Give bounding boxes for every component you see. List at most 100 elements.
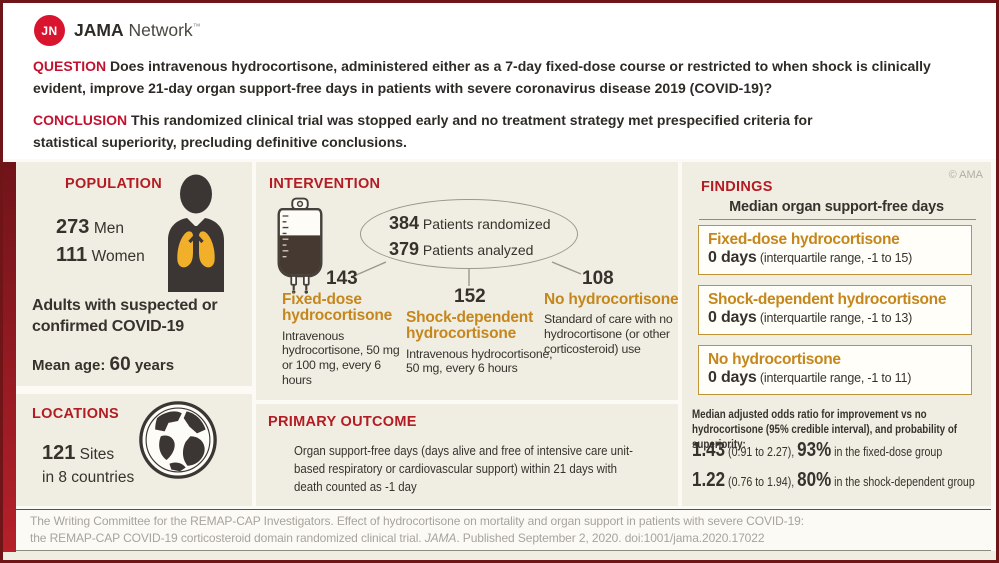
locations-counts: 121 Sites in 8 countries — [42, 442, 134, 489]
primary-outcome-heading: PRIMARY OUTCOME — [268, 414, 417, 430]
jn-logo-letters: JN — [41, 23, 58, 38]
randomization-ellipse: 384 Patients randomized 379 Patients ana… — [360, 199, 578, 269]
stat-probability: 93% — [797, 439, 832, 461]
question-text: Does intravenous hydrocortisone, adminis… — [33, 58, 931, 97]
sites-count-row: 121 Sites — [42, 442, 134, 466]
group-no-hydrocortisone-desc: Standard of care with no hydrocortisone … — [544, 312, 673, 356]
finding-box-range: (interquartile range, -1 to 15) — [756, 251, 913, 265]
group-fixed-dose-desc: Intravenous hydrocortisone, 50 mg or 100… — [282, 328, 400, 387]
findings-subtitle-rule — [699, 219, 976, 220]
countries-row: in 8 countries — [42, 469, 135, 486]
person-lungs-icon — [158, 174, 234, 292]
conclusion-paragraph: CONCLUSION This randomized clinical tria… — [33, 109, 833, 153]
citation-line1: The Writing Committee for the REMAP-CAP … — [30, 514, 804, 528]
finding-box-result: 0 days (interquartile range, -1 to 11) — [708, 369, 962, 387]
logo-trademark: ™ — [192, 22, 201, 32]
stat-credible-interval: (0.91 to 2.27), — [725, 445, 798, 459]
mean-age-unit: years — [130, 357, 175, 374]
iv-bag-icon — [270, 196, 330, 296]
primary-outcome-panel: PRIMARY OUTCOME Organ support-free days … — [256, 404, 678, 506]
finding-box-range: (interquartile range, -1 to 13) — [756, 311, 913, 325]
findings-panel: © AMA FINDINGS Median organ support-free… — [682, 162, 991, 506]
citation-line2: the REMAP-CAP COVID-19 corticosteroid do… — [30, 531, 765, 545]
men-count-label: Men — [93, 220, 124, 237]
group-fixed-dose-n: 143 — [326, 268, 358, 289]
intervention-panel: INTERVENTION 384 Patients random — [256, 162, 680, 400]
group-shock-dependent-n: 152 — [454, 286, 486, 307]
group-no-hydrocortisone: 108 No hydrocortisone Standard of care w… — [544, 268, 680, 357]
population-panel: POPULATION 273 Men 111 Women Adults with… — [8, 162, 252, 386]
finding-box-title: No hydrocortisone — [708, 351, 841, 368]
mean-age-value: 60 — [109, 354, 131, 375]
women-count-row: 111 Women — [56, 242, 145, 270]
group-shock-dependent: 152 Shock-dependent hydrocortisone Intra… — [406, 286, 564, 376]
group-fixed-dose-name: Fixed-dose hydrocortisone — [282, 291, 393, 325]
finding-box-fixed-dose: Fixed-dose hydrocortisone 0 days (interq… — [698, 225, 972, 275]
citation-journal: JAMA — [424, 531, 457, 545]
primary-outcome-text: Organ support-free days (days alive and … — [294, 443, 633, 494]
odds-ratio-note: Median adjusted odds ratio for improveme… — [692, 409, 958, 452]
population-heading: POPULATION — [65, 176, 162, 192]
jama-network-logo: JN JAMA Network™ — [34, 15, 201, 46]
finding-box-no-hydrocortisone: No hydrocortisone 0 days (interquartile … — [698, 345, 972, 395]
group-no-hydrocortisone-name: No hydrocortisone — [544, 291, 679, 308]
finding-box-title: Fixed-dose hydrocortisone — [708, 231, 900, 248]
finding-box-result: 0 days (interquartile range, -1 to 13) — [708, 309, 962, 327]
globe-icon — [138, 400, 218, 480]
women-count-value: 111 — [56, 244, 88, 266]
sites-count-value: 121 — [42, 442, 76, 464]
stat-group-label: in the fixed-dose group — [831, 445, 943, 459]
intervention-heading: INTERVENTION — [269, 176, 381, 192]
question-label: QUESTION — [33, 58, 107, 74]
population-counts: 273 Men 111 Women — [56, 214, 145, 270]
randomized-row: 384 Patients randomized — [389, 211, 577, 237]
women-count-label: Women — [91, 248, 145, 265]
branch-connector-lines — [353, 261, 582, 286]
mean-age-label: Mean age: — [32, 357, 110, 374]
finding-box-result: 0 days (interquartile range, -1 to 15) — [708, 249, 962, 267]
logo-wordmark: JAMA Network™ — [74, 20, 201, 41]
findings-boxes: Fixed-dose hydrocortisone 0 days (interq… — [698, 225, 972, 405]
conclusion-label: CONCLUSION — [33, 112, 128, 128]
ama-copyright: © AMA — [948, 169, 983, 181]
logo-jama-text: JAMA — [74, 20, 124, 40]
locations-heading: LOCATIONS — [32, 406, 120, 422]
group-shock-dependent-name: Shock-dependent hydrocortisone — [406, 309, 534, 343]
analyzed-label: Patients analyzed — [419, 242, 534, 258]
left-accent-bar — [3, 162, 16, 552]
men-count-row: 273 Men — [56, 214, 145, 242]
men-count-value: 273 — [56, 216, 90, 238]
stat-group-label: in the shock-dependent group — [831, 475, 975, 489]
findings-heading: FINDINGS — [701, 179, 773, 195]
header-section: JN JAMA Network™ QUESTION Does intraveno… — [3, 3, 996, 159]
randomized-label: Patients randomized — [419, 216, 551, 232]
citation-line2-post: . Published September 2, 2020. doi:1001/… — [456, 531, 765, 545]
randomized-value: 384 — [389, 213, 420, 233]
finding-box-value: 0 days — [708, 309, 757, 326]
analyzed-value: 379 — [389, 239, 420, 259]
footer-top-rule — [8, 509, 991, 510]
jn-logo-icon: JN — [34, 15, 65, 46]
stat-credible-interval: (0.76 to 1.94), — [725, 475, 798, 489]
question-paragraph: QUESTION Does intravenous hydrocortisone… — [33, 55, 978, 99]
logo-network-text: Network — [128, 20, 193, 40]
finding-box-range: (interquartile range, -1 to 11) — [756, 371, 912, 385]
bottom-beige-strip — [3, 551, 996, 560]
stat-shock-dependent: 1.22 (0.76 to 1.94), 80% in the shock-de… — [692, 469, 975, 492]
mean-age-row: Mean age: 60 years — [32, 354, 174, 376]
population-description: Adults with suspected or confirmed COVID… — [32, 297, 218, 335]
stat-probability: 80% — [797, 469, 832, 491]
finding-box-shock-dependent: Shock-dependent hydrocortisone 0 days (i… — [698, 285, 972, 335]
sites-count-label: Sites — [75, 446, 115, 463]
group-shock-dependent-desc: Intravenous hydrocortisone, 50 mg, every… — [406, 346, 553, 376]
citation-line2-pre: the REMAP-CAP COVID-19 corticosteroid do… — [30, 531, 425, 545]
stat-odds-ratio: 1.43 — [692, 439, 726, 461]
finding-box-value: 0 days — [708, 369, 757, 386]
analyzed-row: 379 Patients analyzed — [389, 237, 577, 263]
finding-box-value: 0 days — [708, 249, 757, 266]
group-fixed-dose: 143 Fixed-dose hydrocortisone Intravenou… — [282, 268, 406, 388]
stat-fixed-dose: 1.43 (0.91 to 2.27), 93% in the fixed-do… — [692, 439, 942, 462]
conclusion-text: This randomized clinical trial was stopp… — [33, 112, 813, 151]
locations-panel: LOCATIONS 121 Sites in 8 countries — [8, 394, 252, 506]
